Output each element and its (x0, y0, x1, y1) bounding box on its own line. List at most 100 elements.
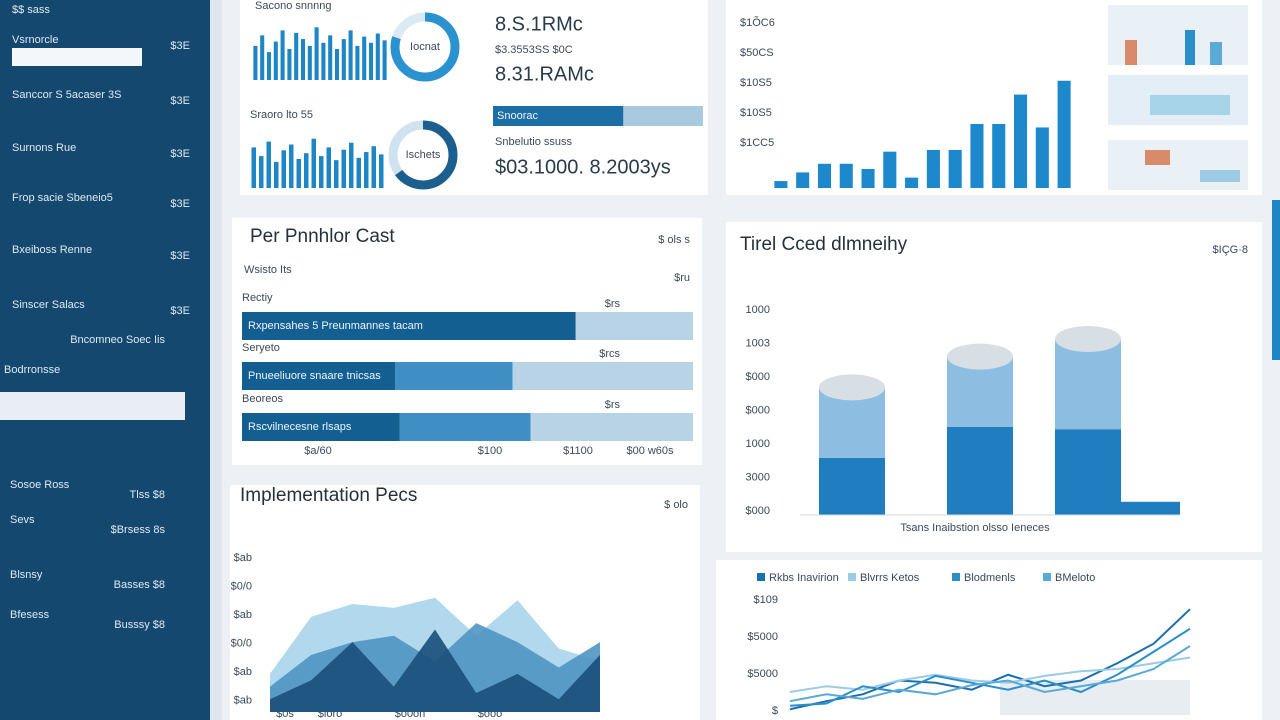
y-tick-label: $0/0 (231, 580, 252, 592)
nav-label: Sinscer Salacs (12, 299, 85, 311)
thumbnail-bar (1125, 40, 1137, 65)
bar-segment (512, 362, 693, 390)
bar-cap (947, 343, 1013, 370)
bar-segment (242, 312, 576, 340)
search-box[interactable] (0, 392, 185, 420)
subtitle: Wsisto Its (244, 264, 292, 276)
subtitle-right: $ru (674, 272, 690, 284)
bar (328, 35, 333, 80)
bar (281, 150, 286, 188)
y-tick-label: $109 (754, 594, 778, 606)
bar-segment (947, 427, 1013, 515)
card-label: Bfesess (10, 609, 50, 621)
panel-corner: $IÇG·8 (1213, 244, 1248, 256)
nav-value: $3E (170, 198, 190, 210)
bar (774, 181, 788, 188)
y-tick-label: $ab (234, 609, 252, 621)
bar-right-label: $rcs (599, 348, 620, 360)
legend-label: Rkbs Inavirion (769, 572, 839, 584)
thumbnail-area (1150, 95, 1230, 115)
active-item[interactable] (12, 48, 142, 66)
bar (341, 149, 346, 188)
bar (260, 35, 265, 80)
bar-label: Pnueeliuore snaare tnicsas (248, 370, 381, 382)
donut-label: Iocnat (410, 41, 440, 53)
bar (348, 30, 353, 80)
legend-swatch (952, 573, 960, 581)
bar (839, 163, 853, 188)
x-tick-label: $100 (478, 445, 502, 457)
bar (926, 149, 940, 188)
bar-right-label: $rs (605, 399, 621, 411)
bar (796, 172, 810, 188)
donut-label: Ischets (406, 149, 441, 161)
y-tick-label: $000 (746, 404, 770, 416)
thumbnail-bar (1200, 170, 1240, 182)
y-tick-label: 1003 (746, 337, 770, 349)
bar (326, 147, 331, 188)
bar (992, 123, 1006, 188)
bar-segment (819, 457, 885, 515)
bar (259, 156, 264, 188)
thumbnail (1108, 140, 1248, 190)
bar-segment (530, 413, 693, 441)
bar-cap (819, 374, 885, 401)
brand: $$ sass (12, 4, 50, 16)
bar (1057, 80, 1071, 188)
bar (371, 146, 376, 188)
bar (1035, 127, 1049, 188)
y-tick-label: $0/0 (231, 637, 252, 649)
panel-title: Implementation Pecs (240, 485, 417, 506)
bar (251, 147, 256, 188)
kpi: 8.S.1RMc (495, 13, 583, 35)
bar (307, 45, 312, 80)
y-tick-label: $ (772, 705, 778, 717)
card-value: Basses $8 (114, 579, 165, 591)
bar-label: Rscvilnecesne rlsaps (248, 421, 352, 433)
sidebar-content: $$ sass Vsrnorcle $3E Sanccor S 5acaser 3S $… (4, 4, 190, 631)
nav-label: Sanccor S 5acaser 3S (12, 89, 121, 101)
panel-title: Tirel Cced dlmneihy (740, 234, 908, 255)
thumbnail-bar (1210, 42, 1222, 65)
y-tick-label: $5000 (747, 668, 778, 680)
bar (905, 177, 919, 188)
bar-segment (395, 362, 513, 390)
bar (356, 157, 361, 188)
bar (321, 42, 326, 80)
bar-segment (1055, 339, 1121, 430)
bar (294, 32, 299, 80)
bar (334, 49, 340, 80)
nav-label: Frop sacie Sbeneio5 (12, 192, 113, 204)
card-label: Sosoe Ross (10, 479, 70, 491)
bar (273, 41, 278, 80)
y-tick-label: $000 (746, 371, 770, 383)
thumbnail-bar (1185, 30, 1195, 65)
nav-value: $3E (170, 305, 190, 317)
bar (970, 123, 984, 188)
legend-swatch (757, 573, 765, 581)
x-tick-label: $a/60 (304, 445, 332, 457)
nav-value: $3E (170, 40, 190, 52)
bar (362, 36, 367, 80)
nav-label: Bxeiboss Renne (12, 244, 92, 256)
bar-cap (1055, 326, 1121, 352)
category-label: Seryeto (242, 342, 280, 354)
bar (817, 163, 831, 188)
bar (280, 30, 285, 80)
bar (364, 152, 369, 188)
bar (355, 45, 360, 80)
bar-right-label: $rs (605, 298, 621, 310)
caption: Sacono snnnng (255, 0, 331, 12)
caption: Sraoro lto 55 (250, 109, 313, 121)
sidebar (0, 0, 210, 720)
y-tick-label: 1000 (746, 438, 770, 450)
card-value: Tlss $8 (130, 489, 165, 501)
donut-segment (390, 12, 460, 82)
nav-value: $3E (170, 95, 190, 107)
donut-segment (388, 120, 458, 190)
line (789, 627, 1191, 707)
bar (304, 153, 309, 188)
nav-label: Vsrnorcle (12, 34, 58, 46)
nav-label: Surnons Rue (12, 142, 76, 154)
kpi: 8.31.RAMc (495, 63, 594, 85)
